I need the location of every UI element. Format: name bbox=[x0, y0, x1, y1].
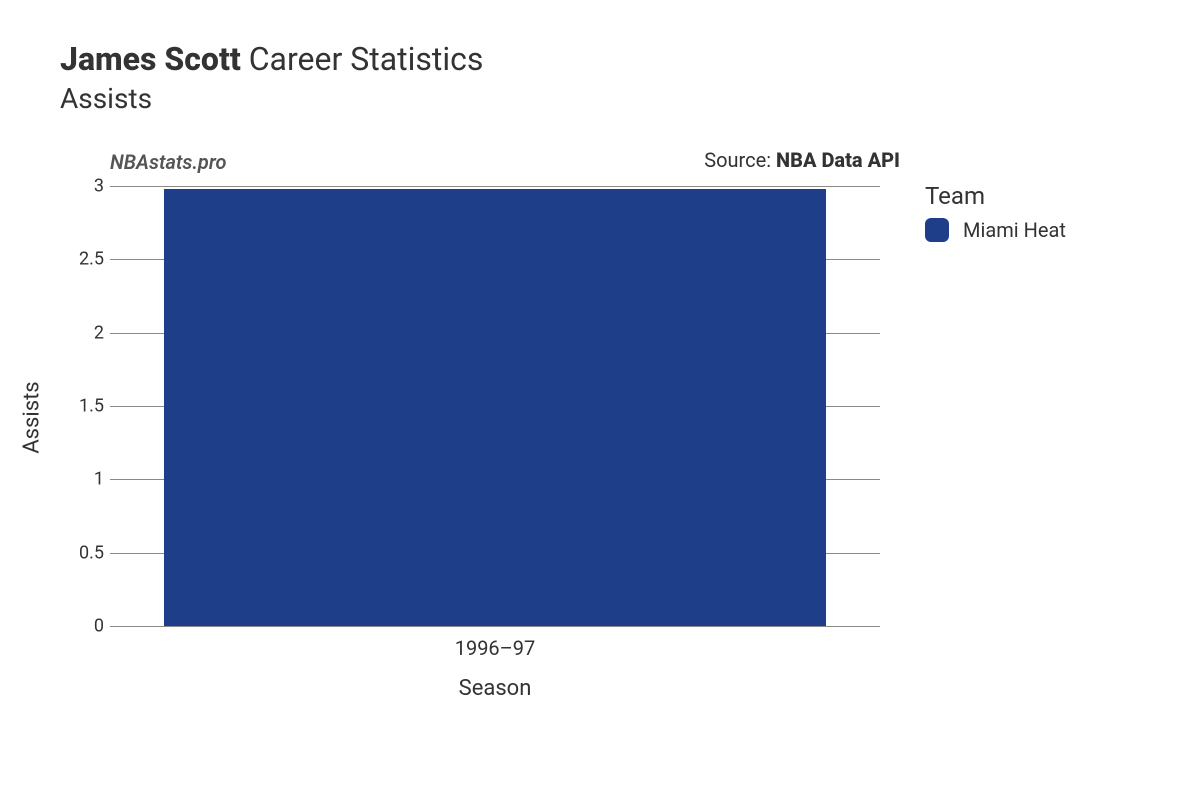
legend-swatch bbox=[925, 218, 949, 242]
source-attribution: Source: NBA Data API bbox=[704, 148, 900, 172]
y-tick-label: 1.5 bbox=[60, 396, 104, 417]
chart-container: James Scott Career Statistics Assists NB… bbox=[0, 0, 1200, 800]
y-tick-label: 0 bbox=[60, 616, 104, 637]
legend-item: Miami Heat bbox=[925, 218, 1066, 242]
y-tick-label: 2 bbox=[60, 322, 104, 343]
legend-title: Team bbox=[925, 182, 1066, 210]
legend: Team Miami Heat bbox=[925, 182, 1066, 242]
legend-label: Miami Heat bbox=[963, 218, 1066, 242]
title-block: James Scott Career Statistics Assists bbox=[60, 40, 483, 115]
plot-area: Season 00.511.522.531996–97 bbox=[110, 186, 880, 626]
gridline bbox=[110, 626, 880, 627]
x-tick-label: 1996–97 bbox=[455, 636, 536, 660]
gridline bbox=[110, 186, 880, 187]
title-line-1: James Scott Career Statistics bbox=[60, 40, 483, 78]
source-name: NBA Data API bbox=[776, 148, 900, 172]
legend-items: Miami Heat bbox=[925, 218, 1066, 242]
bar bbox=[164, 189, 826, 626]
y-tick-label: 0.5 bbox=[60, 542, 104, 563]
y-axis-label: Assists bbox=[20, 381, 45, 453]
title-suffix: Career Statistics bbox=[249, 40, 484, 78]
y-tick-label: 2.5 bbox=[60, 249, 104, 270]
watermark-text: NBAstats.pro bbox=[110, 150, 227, 174]
player-name: James Scott bbox=[60, 40, 241, 78]
title-line-2: Assists bbox=[60, 82, 483, 115]
source-prefix: Source: bbox=[704, 148, 776, 172]
y-tick-label: 1 bbox=[60, 469, 104, 490]
y-tick-label: 3 bbox=[60, 176, 104, 197]
x-axis-label: Season bbox=[459, 676, 532, 701]
